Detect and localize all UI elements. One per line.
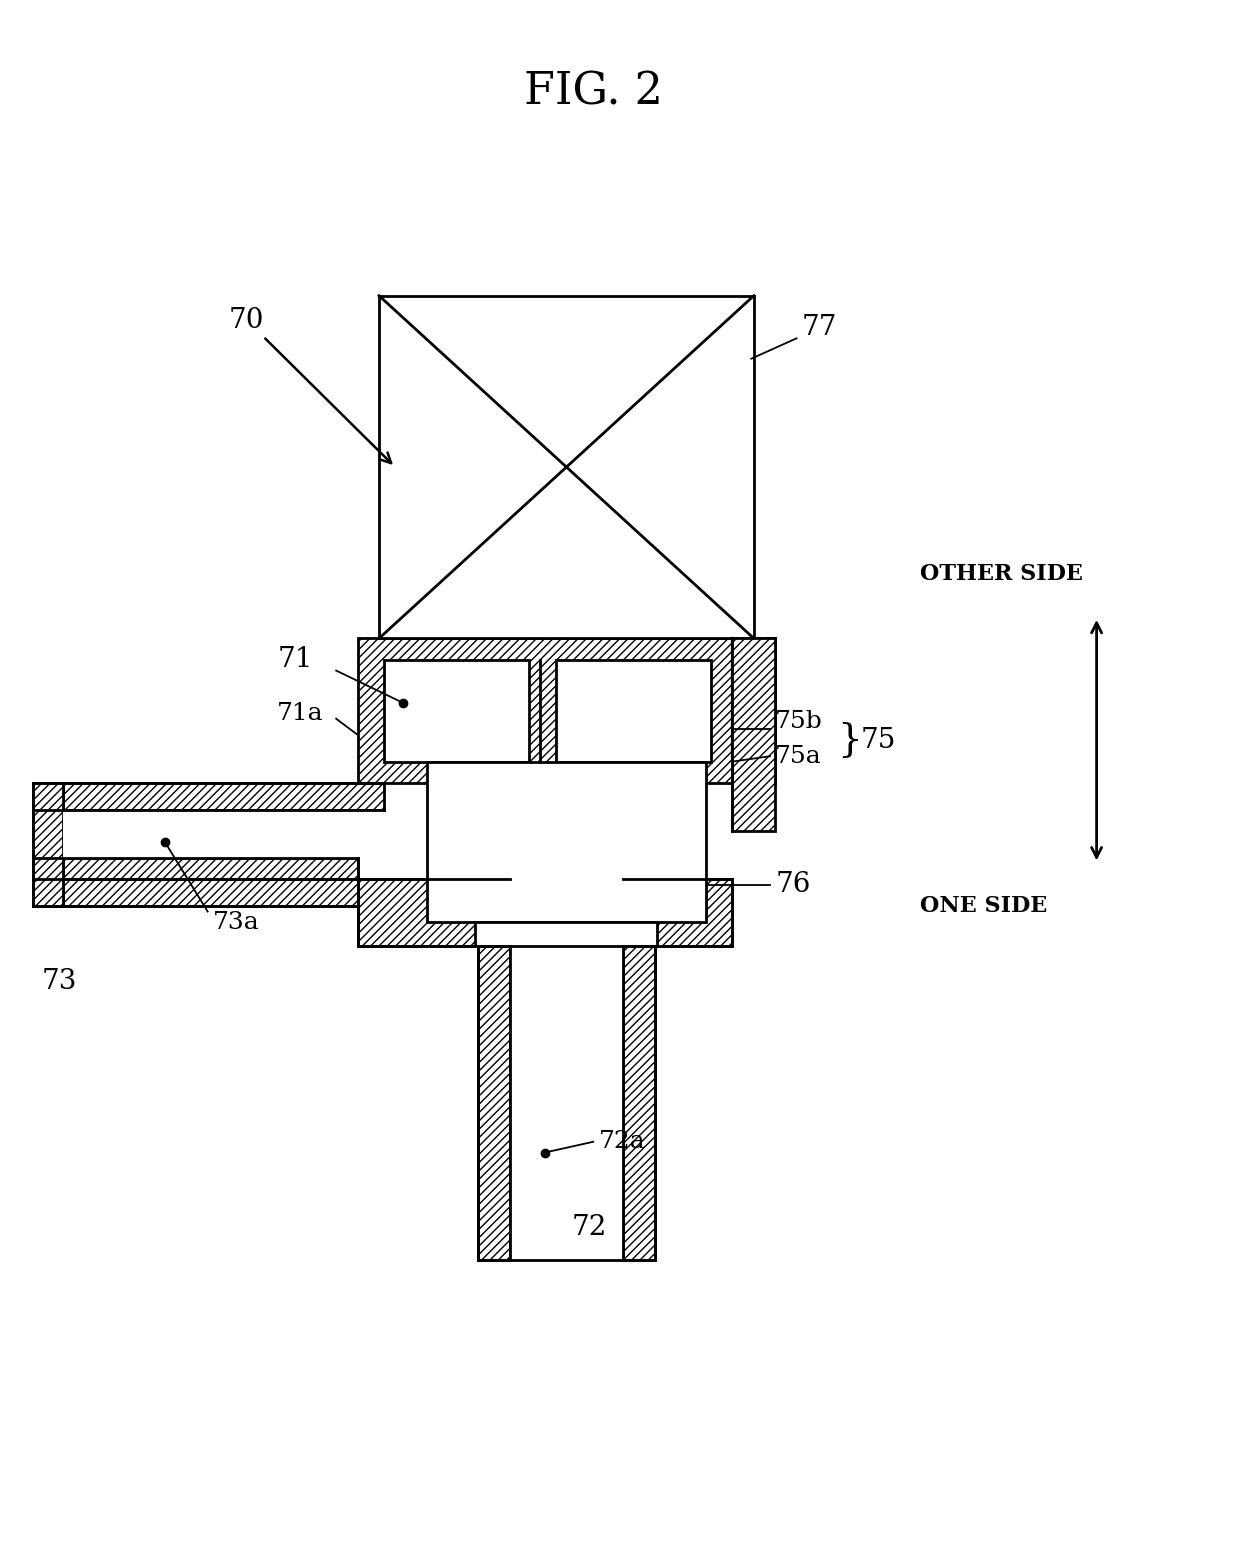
Text: 77: 77 — [751, 315, 837, 359]
Bar — [33, 783, 63, 907]
Text: 73a: 73a — [213, 911, 259, 933]
Text: 71a: 71a — [278, 702, 324, 725]
Bar — [63, 810, 384, 858]
Bar — [510, 946, 624, 1259]
Bar — [475, 922, 657, 946]
Bar — [63, 858, 357, 880]
Text: 75b: 75b — [775, 711, 823, 733]
Bar — [428, 761, 706, 922]
Text: 73: 73 — [42, 968, 77, 994]
Text: ONE SIDE: ONE SIDE — [920, 896, 1047, 918]
Bar — [384, 659, 529, 761]
Text: OTHER SIDE: OTHER SIDE — [920, 564, 1083, 586]
Text: 72a: 72a — [599, 1131, 645, 1153]
Text: }: } — [837, 722, 862, 758]
Text: 70: 70 — [229, 307, 391, 464]
Bar — [624, 946, 656, 1259]
Bar — [624, 880, 733, 946]
Text: 75a: 75a — [775, 745, 822, 767]
Bar — [379, 296, 754, 639]
Bar — [556, 659, 711, 761]
Text: 72: 72 — [572, 1214, 608, 1240]
Text: 75: 75 — [861, 727, 897, 753]
Text: 71: 71 — [278, 647, 312, 673]
Bar — [733, 639, 775, 832]
Bar — [63, 880, 357, 907]
Bar — [477, 946, 510, 1259]
Text: 76: 76 — [775, 871, 811, 899]
Bar — [357, 639, 775, 783]
Text: FIG. 2: FIG. 2 — [523, 70, 662, 114]
Bar — [357, 880, 510, 946]
Bar — [63, 783, 384, 810]
